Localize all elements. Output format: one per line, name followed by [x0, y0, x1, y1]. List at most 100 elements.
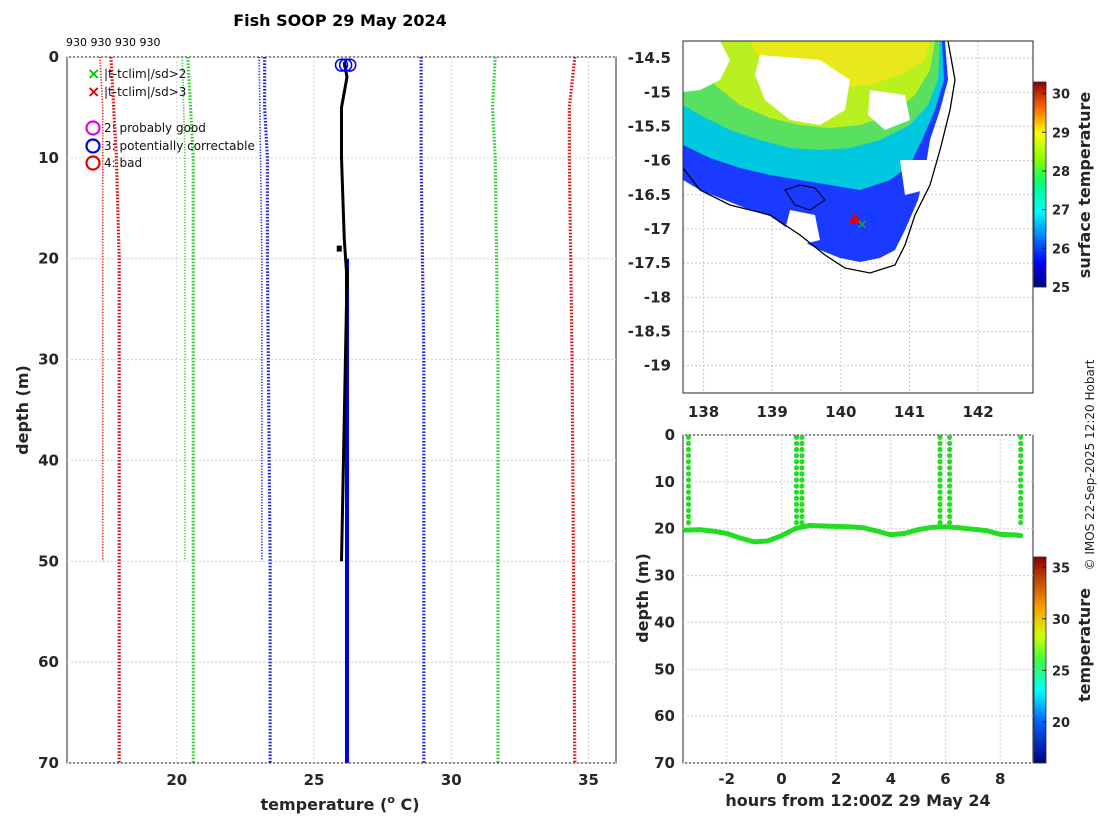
dt-cast-point: [793, 471, 800, 477]
dt-cast-point: [947, 471, 953, 477]
clim-thin-blue: [258, 56, 263, 562]
credit-text: © IMOS 22-Sep-2025 12:20 Hobart: [1083, 359, 1097, 570]
depth-time-ticks: -2 0 2 4 6 8 0 10 20 30 40 50 60 70: [654, 426, 1005, 788]
dt-cast-point: [799, 495, 805, 501]
clim-thin-red: [99, 56, 104, 562]
map-ship-marker: ×: [848, 212, 868, 233]
dt-cast-point: [793, 453, 800, 459]
dt-cast-point: [793, 446, 800, 453]
y-tick-label: 20: [38, 250, 59, 268]
dt-cast-point: [937, 446, 943, 453]
dt-x-tick-label: -2: [718, 770, 735, 788]
dt-y-tick-label: 50: [654, 660, 675, 678]
dt-cast-point: [685, 501, 692, 507]
dt-cast-point: [1018, 477, 1024, 483]
dt-y-tick-label: 70: [654, 754, 675, 772]
dt-cast-point: [685, 489, 692, 495]
dt-cast-point: [799, 489, 805, 495]
dt-cast-point: [793, 459, 800, 465]
dt-cast-point: [685, 477, 692, 483]
depth-time-grid: [683, 434, 1033, 764]
dt-cast-point: [799, 513, 805, 520]
dt-cast-point: [1018, 453, 1024, 459]
legend: × |t-tclim|/sd>2 × |t-tclim|/sd>3 2: probabl…: [85, 64, 255, 171]
dt-x-tick-label: 0: [776, 770, 786, 788]
dt-cast-point: [947, 440, 953, 447]
dt-cast-point: [947, 446, 953, 453]
legend-marker-x: ×: [87, 82, 100, 101]
dt-cast-point: [793, 507, 800, 514]
dt-cast-point: [799, 520, 805, 526]
y-tick-label: 60: [38, 653, 59, 671]
dt-cast-point: [947, 501, 953, 507]
profile-ticks: 20 25 30 35 0 10 20 30 40 50 60 70: [38, 48, 599, 789]
depth-time-y-label: depth (m): [633, 553, 652, 643]
legend-label: 4: bad: [104, 156, 142, 170]
dt-cast-point: [937, 507, 943, 514]
profile-y-label: depth (m): [13, 365, 32, 455]
dt-cast-point: [793, 483, 800, 489]
dt-y-tick-label: 60: [654, 707, 675, 725]
figure-title: Fish SOOP 29 May 2024: [233, 11, 447, 30]
dt-cast-point: [685, 513, 692, 520]
legend-marker-circle: [85, 138, 101, 154]
dt-cast-point: [685, 453, 692, 459]
dt-cast-point: [937, 459, 943, 465]
dt-cast-point: [947, 513, 953, 520]
clim-3sd-low: [109, 56, 121, 763]
map-x-tick-label: 140: [825, 403, 856, 421]
map-cbar-tick-label: 26: [1052, 242, 1070, 257]
dt-cast-point: [1018, 483, 1024, 489]
ship-cross: ×: [857, 218, 868, 233]
map-y-tick-label: -16: [644, 152, 671, 170]
y-tick-label: 70: [38, 754, 59, 772]
dt-cast-point: [1018, 507, 1024, 514]
depth-time-colorbar-ticks: 20 25 30 35: [1042, 561, 1070, 731]
x-tick-label: 25: [304, 771, 325, 789]
clim-1sd-low: [263, 57, 272, 763]
map-colorbar: [1033, 81, 1047, 288]
dt-cast-point: [1018, 495, 1024, 501]
coastline: [683, 41, 956, 274]
dt-cast-point: [1018, 459, 1024, 465]
profile-black-blip: [336, 245, 342, 252]
dt-cast-point: [799, 471, 805, 477]
y-tick-label: 50: [38, 552, 59, 570]
dt-cast-point: [937, 471, 943, 477]
dt-cast-point: [937, 501, 943, 507]
map-panel: × 138 139 140 141 142 -14.5 -15 -15.5 -16 -16.5 -1…: [628, 40, 1094, 421]
dt-cast-point: [947, 483, 953, 489]
dt-y-tick-label: 10: [654, 473, 675, 491]
dt-cast-point: [947, 434, 953, 440]
dt-x-tick-label: 2: [831, 770, 841, 788]
dt-cast-point: [793, 434, 800, 440]
dt-cast-point: [793, 520, 800, 526]
map-y-tick-label: -15: [644, 83, 671, 101]
dt-cast-point: [799, 507, 805, 514]
ship-triangle: [848, 212, 861, 224]
profile-grid: [67, 56, 616, 764]
dt-cast-point: [947, 465, 953, 471]
depth-time-x-label: hours from 12:00Z 29 May 24: [725, 791, 990, 810]
map-x-tick-label: 141: [894, 403, 925, 421]
map-sst-field: [683, 41, 956, 274]
legend-marker-circle: [85, 120, 101, 136]
dt-cast-point: [1018, 471, 1024, 477]
dt-x-tick-label: 8: [995, 770, 1005, 788]
dt-cast-point: [1018, 489, 1024, 495]
map-y-tick-label: -15.5: [628, 117, 671, 135]
map-x-tick-label: 139: [757, 403, 788, 421]
dt-point: [1018, 532, 1024, 539]
x-tick-label: 35: [578, 771, 599, 789]
dt-cast-point: [793, 465, 800, 471]
map-colorbar-label: surface temperature: [1075, 92, 1094, 279]
dt-cast-point: [1018, 520, 1024, 526]
map-cbar-tick-label: 30: [1052, 88, 1070, 103]
depth-time-panel: -2 0 2 4 6 8 0 10 20 30 40 50 60 70 hours from 12:00Z…: [633, 426, 1094, 810]
dt-cast-point: [937, 495, 943, 501]
map-y-tick-label: -14.5: [628, 49, 671, 67]
depth-time-colorbar-label: temperature: [1075, 588, 1094, 702]
x-label-sup: o: [387, 793, 395, 806]
dt-cast-point: [937, 434, 943, 440]
